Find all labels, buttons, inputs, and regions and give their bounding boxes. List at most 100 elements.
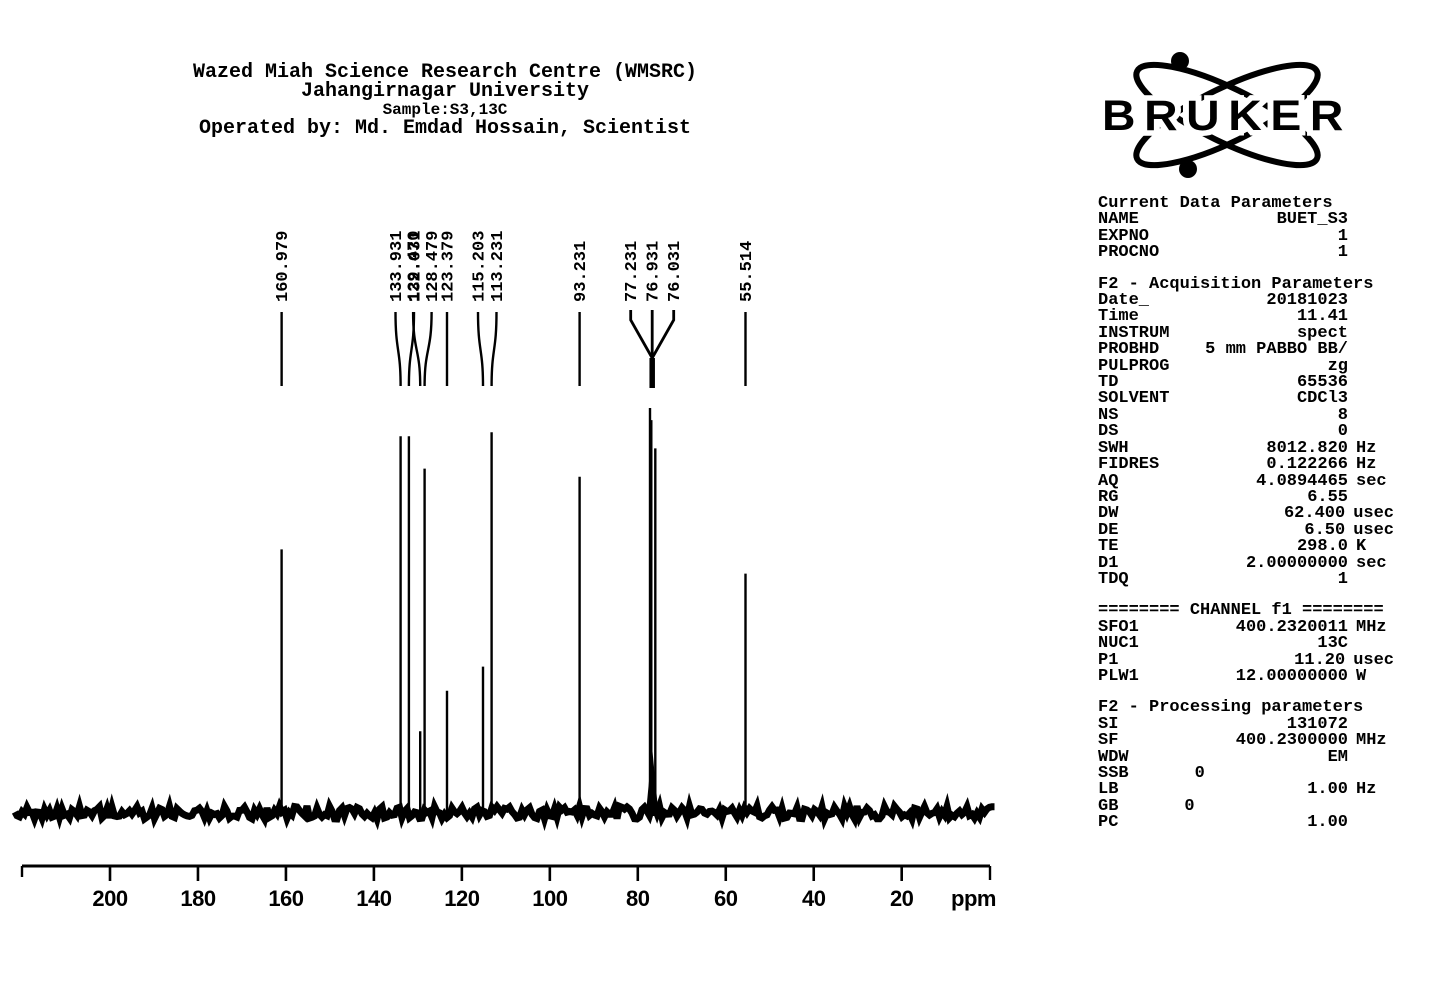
param-value: 298.0 xyxy=(1296,537,1348,557)
param-label: LB xyxy=(1098,780,1119,800)
peak-label: 133.931 xyxy=(388,231,407,302)
x-axis-tick-label: 180 xyxy=(180,886,215,911)
param-label: SI xyxy=(1098,714,1119,734)
param-label: PLW1 xyxy=(1098,666,1139,686)
param-unit: MHz xyxy=(1356,731,1387,751)
param-label: DE xyxy=(1098,520,1119,540)
param-value: 0 xyxy=(1184,796,1195,816)
param-section-title: ======== CHANNEL f1 ======== xyxy=(1098,601,1384,621)
param-row: PLW1 12.00000000 W xyxy=(1098,666,1394,686)
label-connector xyxy=(394,311,402,387)
param-row: EXPNO 1 xyxy=(1098,228,1394,245)
param-row: AQ 4.0894465 sec xyxy=(1098,471,1394,491)
peak-label: 76.031 xyxy=(666,241,685,302)
param-row: PULPROG zg xyxy=(1098,357,1394,375)
param-label: DW xyxy=(1098,504,1119,524)
param-label: SWH xyxy=(1098,438,1129,458)
param-label: INSTRUM xyxy=(1098,323,1170,343)
param-value: 11.41 xyxy=(1296,307,1348,327)
param-row: TDQ 1 xyxy=(1098,569,1394,589)
sample-id: Sample:S3,13C xyxy=(382,101,508,119)
param-section-title: Current Data Parameters xyxy=(1098,194,1333,213)
param-value: BUET_S3 xyxy=(1276,210,1348,230)
peak-label: 55.514 xyxy=(738,241,757,302)
param-row: TE 298.0 K xyxy=(1098,537,1394,557)
param-row: SSB 0 xyxy=(1098,764,1394,783)
param-row: SF 400.2300000 MHz xyxy=(1098,731,1394,751)
param-unit: Hz xyxy=(1356,455,1377,475)
peak-label: 132.031 xyxy=(407,231,426,302)
param-section-title: F2 - Processing parameters xyxy=(1098,698,1364,718)
param-label: PROCNO xyxy=(1098,243,1160,263)
param-value: 12.00000000 xyxy=(1235,666,1348,686)
param-row: NS 8 xyxy=(1098,405,1394,425)
param-label: TDQ xyxy=(1098,569,1129,589)
param-value: 0 xyxy=(1194,764,1205,783)
centre-name: Wazed Miah Science Research Centre (WMSR… xyxy=(192,61,698,84)
x-axis-tick-label: 60 xyxy=(714,886,738,911)
x-axis-tick-label: 160 xyxy=(268,886,303,911)
param-label: SOLVENT xyxy=(1098,389,1170,409)
param-label: TD xyxy=(1098,373,1119,393)
param-label: RG xyxy=(1098,487,1119,507)
x-axis-tick-label: 120 xyxy=(444,886,479,911)
param-value: 13C xyxy=(1317,634,1348,654)
param-value: 20181023 xyxy=(1266,291,1348,311)
x-axis-tick-label: 80 xyxy=(626,886,650,911)
param-label: NS xyxy=(1098,405,1119,425)
logo-orbit-dot-top xyxy=(1171,52,1189,70)
param-value: 6.55 xyxy=(1307,487,1348,507)
x-axis-tick-label: 20 xyxy=(890,886,914,911)
param-label: AQ xyxy=(1098,471,1119,491)
param-value: spect xyxy=(1296,323,1348,343)
solvent-peak-flare xyxy=(645,748,659,816)
peak-label: 160.979 xyxy=(274,231,293,302)
param-row: WDW EM xyxy=(1098,747,1394,767)
param-section-title: F2 - Acquisition Parameters xyxy=(1098,274,1374,294)
label-connector xyxy=(423,311,433,387)
param-unit: Hz xyxy=(1356,438,1377,458)
param-row: P1 11.20 usec xyxy=(1098,651,1394,669)
logo-orbits xyxy=(1133,61,1321,169)
peak-label: 129.470 xyxy=(406,231,425,302)
param-row: Date_ 20181023 xyxy=(1098,291,1394,311)
param-section: Current Data Parameters NAME BUET_S3 EXPNO 1… xyxy=(1098,194,1394,263)
param-row: D1 2.00000000 sec xyxy=(1098,553,1394,573)
param-label: SF xyxy=(1098,731,1119,751)
param-value: CDCl3 xyxy=(1296,389,1348,409)
peak-label: 115.203 xyxy=(471,231,490,302)
param-value: 1.00 xyxy=(1307,780,1348,800)
param-value: 8012.820 xyxy=(1266,438,1348,458)
param-label: NUC1 xyxy=(1098,634,1139,654)
x-axis-unit-label: ppm xyxy=(951,886,996,911)
label-connector xyxy=(476,311,485,387)
param-row: GB 0 xyxy=(1098,796,1394,816)
param-row: DS 0 xyxy=(1098,422,1394,442)
param-value: 65536 xyxy=(1296,373,1348,393)
param-section: F2 - Acquisition Parameters Date_ 20181023… xyxy=(1098,274,1394,589)
param-value: 1 xyxy=(1337,243,1348,263)
param-value: 400.2300000 xyxy=(1235,731,1348,751)
param-unit: Hz xyxy=(1356,780,1377,800)
param-label: DS xyxy=(1098,422,1119,442)
param-value: 131072 xyxy=(1286,714,1348,734)
param-row: SWH 8012.820 Hz xyxy=(1098,438,1394,458)
param-row: DE 6.50 usec xyxy=(1098,520,1394,540)
param-label: Date_ xyxy=(1098,291,1150,311)
param-unit: K xyxy=(1356,537,1367,557)
param-row: SFO1 400.2320011 MHz xyxy=(1098,619,1394,636)
param-row: LB 1.00 Hz xyxy=(1098,780,1394,800)
param-value: 1 xyxy=(1337,569,1348,589)
university-name: Jahangirnagar University xyxy=(300,80,590,103)
label-connector xyxy=(650,310,676,359)
param-label: WDW xyxy=(1098,747,1129,767)
param-row: NAME BUET_S3 xyxy=(1098,210,1394,230)
param-value: 2.00000000 xyxy=(1245,553,1348,573)
param-label: TE xyxy=(1098,537,1119,557)
peak-label: 128.479 xyxy=(424,231,443,302)
label-connector xyxy=(490,311,498,387)
peak-label: 113.231 xyxy=(489,231,508,302)
logo-orbit-dot-bottom xyxy=(1179,160,1197,178)
